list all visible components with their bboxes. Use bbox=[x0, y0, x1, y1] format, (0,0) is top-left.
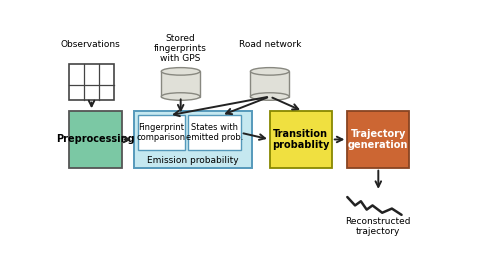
Text: Stored
fingerprints
with GPS: Stored fingerprints with GPS bbox=[154, 34, 207, 63]
Polygon shape bbox=[250, 71, 289, 97]
FancyBboxPatch shape bbox=[270, 111, 332, 168]
Ellipse shape bbox=[250, 68, 289, 75]
FancyBboxPatch shape bbox=[70, 111, 122, 168]
Text: States with
emitted prob.: States with emitted prob. bbox=[186, 123, 243, 143]
Text: Transition
probablity: Transition probablity bbox=[272, 129, 330, 150]
Text: Observations: Observations bbox=[60, 40, 120, 49]
FancyBboxPatch shape bbox=[138, 115, 184, 150]
Text: Fingerprint
comparison: Fingerprint comparison bbox=[137, 123, 186, 143]
Ellipse shape bbox=[250, 93, 289, 100]
Polygon shape bbox=[162, 71, 200, 97]
FancyBboxPatch shape bbox=[348, 111, 410, 168]
Ellipse shape bbox=[162, 68, 200, 75]
Text: Road network: Road network bbox=[238, 40, 301, 49]
FancyBboxPatch shape bbox=[70, 64, 114, 100]
Text: Trajectory
generation: Trajectory generation bbox=[348, 129, 408, 150]
Text: Emission probability: Emission probability bbox=[148, 156, 239, 165]
Ellipse shape bbox=[162, 93, 200, 100]
FancyBboxPatch shape bbox=[134, 111, 252, 168]
Text: Reconstructed
trajectory: Reconstructed trajectory bbox=[346, 217, 411, 236]
Text: Preprocessing: Preprocessing bbox=[56, 134, 135, 144]
FancyBboxPatch shape bbox=[188, 115, 241, 150]
